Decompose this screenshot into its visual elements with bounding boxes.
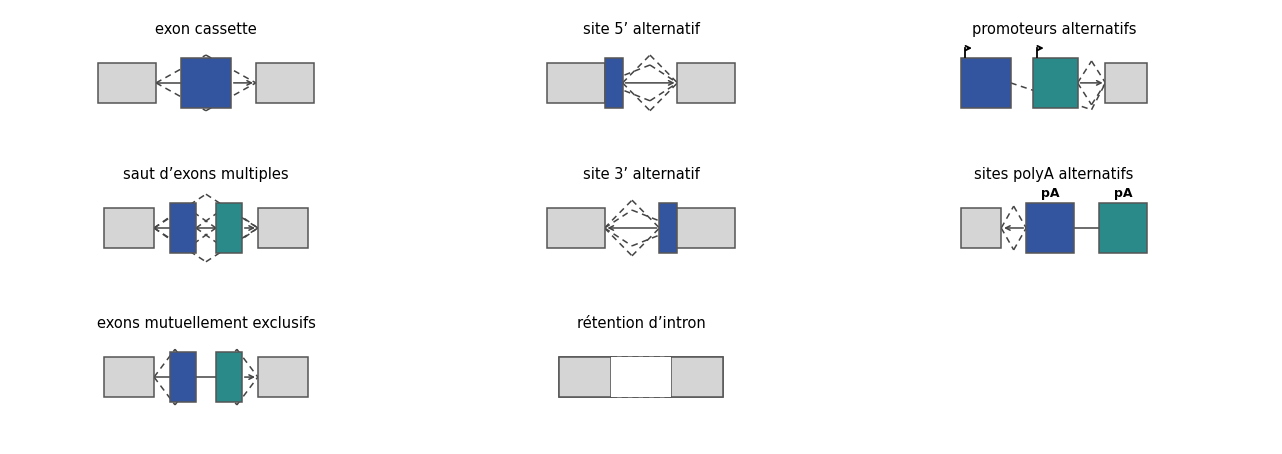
FancyBboxPatch shape <box>104 208 154 248</box>
FancyBboxPatch shape <box>215 352 242 402</box>
FancyBboxPatch shape <box>1099 203 1147 253</box>
FancyBboxPatch shape <box>171 203 196 253</box>
FancyBboxPatch shape <box>1026 203 1074 253</box>
FancyBboxPatch shape <box>559 357 612 397</box>
FancyBboxPatch shape <box>181 58 231 108</box>
FancyBboxPatch shape <box>559 357 723 397</box>
Text: rétention d’intron: rétention d’intron <box>577 316 705 331</box>
FancyBboxPatch shape <box>256 63 314 103</box>
Text: sites polyA alternatifs: sites polyA alternatifs <box>974 167 1133 182</box>
FancyBboxPatch shape <box>677 208 736 248</box>
Text: promoteurs alternatifs: promoteurs alternatifs <box>972 22 1136 37</box>
FancyBboxPatch shape <box>99 63 156 103</box>
Text: pA: pA <box>1114 187 1132 200</box>
FancyBboxPatch shape <box>546 208 605 248</box>
FancyBboxPatch shape <box>1032 58 1078 108</box>
FancyBboxPatch shape <box>960 58 1010 108</box>
FancyBboxPatch shape <box>612 357 670 397</box>
FancyBboxPatch shape <box>659 203 677 253</box>
FancyBboxPatch shape <box>605 58 623 108</box>
Text: site 5’ alternatif: site 5’ alternatif <box>582 22 700 37</box>
FancyBboxPatch shape <box>258 357 308 397</box>
Text: saut d’exons multiples: saut d’exons multiples <box>123 167 288 182</box>
FancyBboxPatch shape <box>215 203 242 253</box>
FancyBboxPatch shape <box>258 208 308 248</box>
FancyBboxPatch shape <box>670 357 723 397</box>
FancyBboxPatch shape <box>171 352 196 402</box>
FancyBboxPatch shape <box>1105 63 1147 103</box>
FancyBboxPatch shape <box>104 357 154 397</box>
Text: exon cassette: exon cassette <box>155 22 256 37</box>
Text: site 3’ alternatif: site 3’ alternatif <box>582 167 700 182</box>
Text: pA: pA <box>1041 187 1059 200</box>
Text: exons mutuellement exclusifs: exons mutuellement exclusifs <box>96 316 315 331</box>
FancyBboxPatch shape <box>677 63 736 103</box>
FancyBboxPatch shape <box>546 63 605 103</box>
FancyBboxPatch shape <box>962 208 1001 248</box>
